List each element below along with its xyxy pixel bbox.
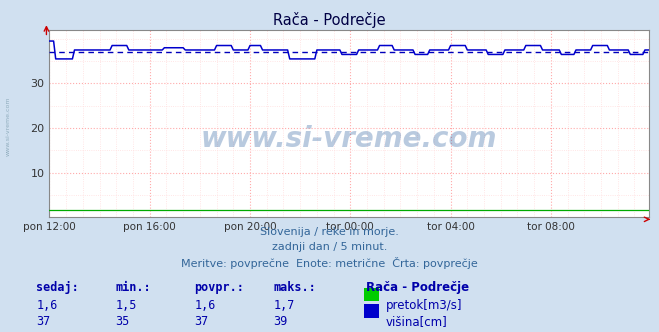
Text: 1,7: 1,7 (273, 299, 295, 312)
Text: maks.:: maks.: (273, 281, 316, 293)
Text: www.si-vreme.com: www.si-vreme.com (201, 125, 498, 153)
Text: sedaj:: sedaj: (36, 281, 79, 293)
Text: 37: 37 (194, 315, 209, 328)
Text: pretok[m3/s]: pretok[m3/s] (386, 299, 462, 312)
Text: zadnji dan / 5 minut.: zadnji dan / 5 minut. (272, 242, 387, 252)
Text: Rača - Podrečje: Rača - Podrečje (366, 281, 469, 293)
Text: povpr.:: povpr.: (194, 281, 244, 293)
Text: 1,6: 1,6 (194, 299, 215, 312)
Text: Meritve: povprečne  Enote: metrične  Črta: povprečje: Meritve: povprečne Enote: metrične Črta:… (181, 257, 478, 269)
Text: 39: 39 (273, 315, 288, 328)
Text: min.:: min.: (115, 281, 151, 293)
Text: www.si-vreme.com: www.si-vreme.com (5, 96, 11, 156)
Text: 1,5: 1,5 (115, 299, 136, 312)
Text: Rača - Podrečje: Rača - Podrečje (273, 12, 386, 28)
Text: Slovenija / reke in morje.: Slovenija / reke in morje. (260, 227, 399, 237)
Text: 1,6: 1,6 (36, 299, 57, 312)
Text: višina[cm]: višina[cm] (386, 315, 447, 328)
Text: 35: 35 (115, 315, 130, 328)
Text: 37: 37 (36, 315, 51, 328)
